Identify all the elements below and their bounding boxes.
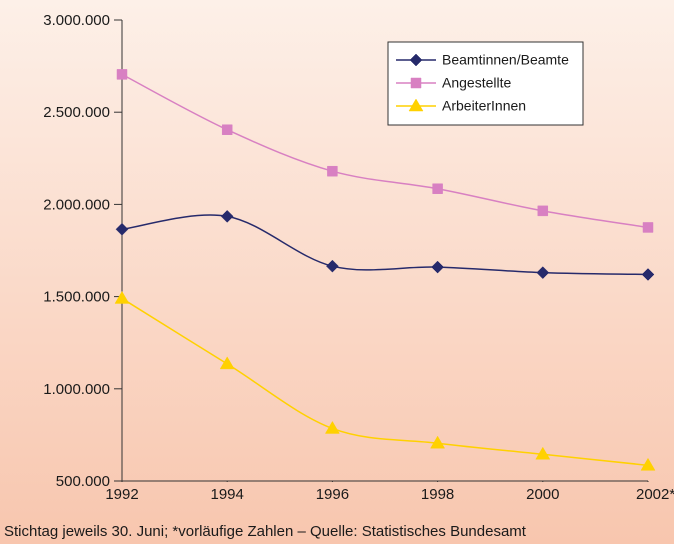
- legend-label: Beamtinnen/Beamte: [442, 52, 569, 68]
- x-tick-label: 2002*: [636, 486, 674, 503]
- data-point: [326, 259, 339, 273]
- footnote: Stichtag jeweils 30. Juni; *vorläufige Z…: [4, 523, 527, 540]
- x-tick-label: 2000: [526, 486, 559, 503]
- y-tick-label: 1.000.000: [43, 381, 110, 398]
- legend-marker: [409, 53, 423, 67]
- data-point: [221, 124, 233, 135]
- legend-marker: [410, 77, 422, 89]
- data-point: [640, 457, 656, 471]
- y-tick-label: 1.500.000: [43, 289, 110, 306]
- data-point: [642, 222, 654, 233]
- data-point: [641, 268, 655, 281]
- legend-marker: [408, 98, 424, 112]
- x-tick-label: 1996: [316, 486, 349, 503]
- data-point: [537, 205, 549, 217]
- legend-label: ArbeiterInnen: [442, 98, 526, 114]
- y-tick-label: 2.500.000: [43, 104, 110, 121]
- data-point: [220, 210, 234, 223]
- series-line: [121, 73, 649, 229]
- y-tick-label: 2.000.000: [43, 196, 110, 213]
- data-point: [219, 356, 235, 370]
- data-point: [430, 435, 446, 449]
- data-point: [536, 266, 550, 279]
- legend-label: Angestellte: [442, 75, 511, 91]
- x-tick-label: 1998: [421, 486, 454, 503]
- series-line: [121, 214, 649, 276]
- x-tick-label: 1992: [105, 486, 138, 503]
- data-point: [324, 420, 340, 434]
- data-point: [535, 446, 551, 460]
- x-tick-label: 1994: [211, 486, 244, 503]
- data-point: [432, 183, 443, 194]
- data-point: [115, 222, 129, 236]
- y-tick-label: 500.000: [56, 473, 110, 490]
- y-tick-label: 3.000.000: [43, 12, 110, 29]
- data-point: [431, 260, 444, 274]
- data-point: [116, 69, 128, 80]
- data-point: [114, 290, 130, 304]
- data-point: [327, 165, 338, 177]
- series-line: [121, 297, 649, 467]
